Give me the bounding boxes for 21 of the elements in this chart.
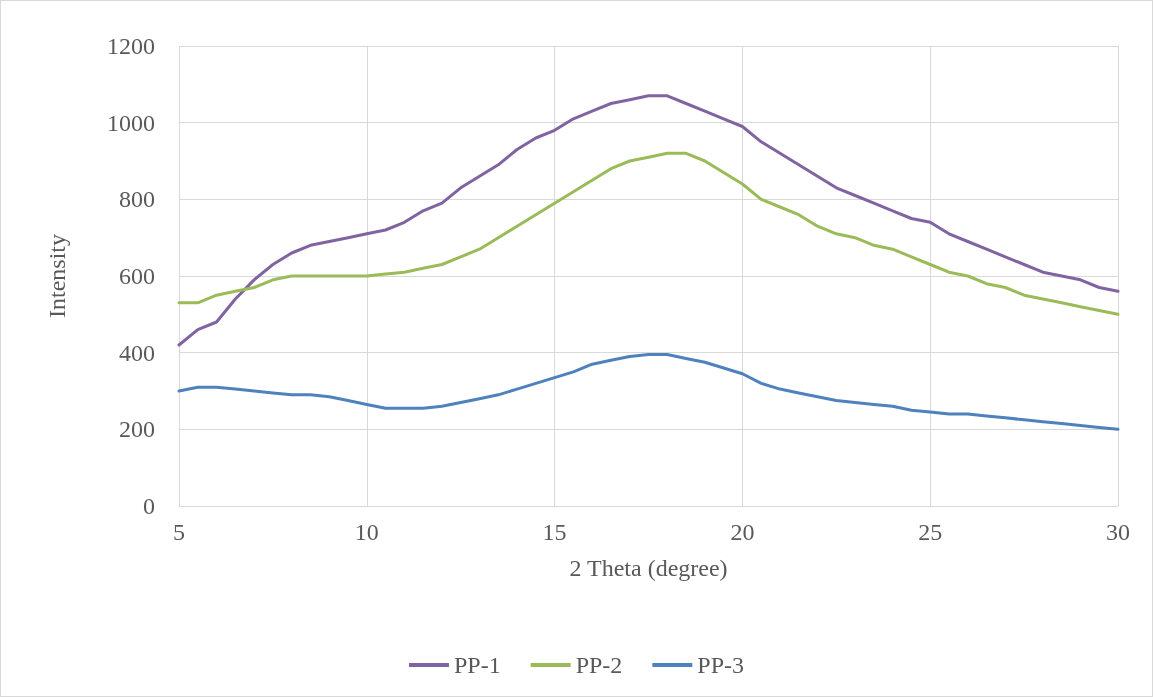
x-tick-label: 25 bbox=[918, 519, 943, 545]
y-axis-title: Intensity bbox=[44, 234, 70, 318]
legend-label: PP-1 bbox=[453, 652, 501, 678]
line-series bbox=[177, 94, 1120, 347]
x-axis-title: 2 Theta (degree) bbox=[569, 555, 728, 581]
y-tick-label: 0 bbox=[143, 493, 155, 519]
legend-label: PP-2 bbox=[575, 652, 623, 678]
x-tick-label: 5 bbox=[173, 519, 185, 545]
y-tick-label: 600 bbox=[119, 263, 155, 289]
x-tick-label: 30 bbox=[1106, 519, 1130, 545]
y-tick-label: 1200 bbox=[107, 33, 155, 59]
y-tick-label: 400 bbox=[119, 339, 155, 366]
y-tick-label: 1000 bbox=[107, 109, 155, 136]
y-tick-label: 200 bbox=[119, 416, 155, 443]
y-tick-label: 800 bbox=[119, 186, 155, 213]
line-series bbox=[177, 151, 1120, 316]
x-tick-label: 10 bbox=[354, 519, 379, 545]
x-tick-label: 15 bbox=[542, 519, 567, 545]
line-series bbox=[177, 353, 1120, 431]
x-tick-label: 20 bbox=[730, 519, 755, 545]
legend-label: PP-3 bbox=[697, 652, 745, 678]
